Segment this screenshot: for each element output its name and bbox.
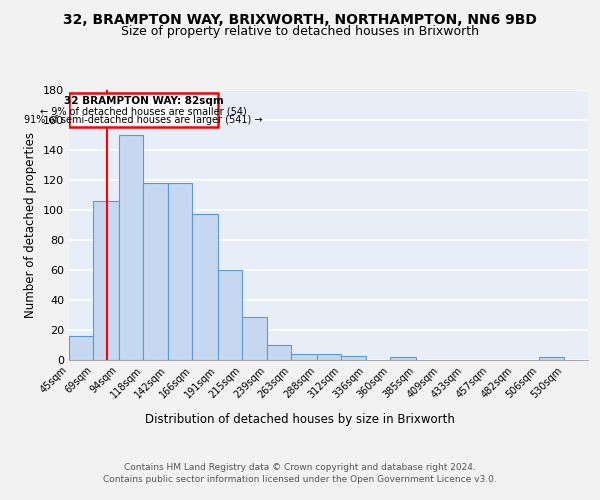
Text: ← 9% of detached houses are smaller (54): ← 9% of detached houses are smaller (54) (40, 106, 247, 117)
Y-axis label: Number of detached properties: Number of detached properties (25, 132, 37, 318)
Bar (267, 345, 291, 360)
Bar (341, 356, 366, 360)
Bar (193, 214, 218, 360)
Bar (143, 183, 168, 360)
Bar (317, 354, 341, 360)
Bar (390, 357, 416, 360)
Bar (168, 183, 193, 360)
Bar (539, 357, 563, 360)
Text: Distribution of detached houses by size in Brixworth: Distribution of detached houses by size … (145, 412, 455, 426)
Bar (69, 336, 94, 360)
Bar (242, 316, 267, 360)
Bar (119, 135, 143, 360)
Bar (94, 201, 119, 360)
Text: 91% of semi-detached houses are larger (541) →: 91% of semi-detached houses are larger (… (24, 116, 263, 126)
Text: 32, BRAMPTON WAY, BRIXWORTH, NORTHAMPTON, NN6 9BD: 32, BRAMPTON WAY, BRIXWORTH, NORTHAMPTON… (63, 12, 537, 26)
Text: Size of property relative to detached houses in Brixworth: Size of property relative to detached ho… (121, 25, 479, 38)
Bar (69, 93, 218, 128)
Text: Contains public sector information licensed under the Open Government Licence v3: Contains public sector information licen… (103, 475, 497, 484)
Bar (291, 354, 317, 360)
Text: Contains HM Land Registry data © Crown copyright and database right 2024.: Contains HM Land Registry data © Crown c… (124, 462, 476, 471)
Bar (218, 270, 242, 360)
Text: 32 BRAMPTON WAY: 82sqm: 32 BRAMPTON WAY: 82sqm (64, 96, 223, 106)
